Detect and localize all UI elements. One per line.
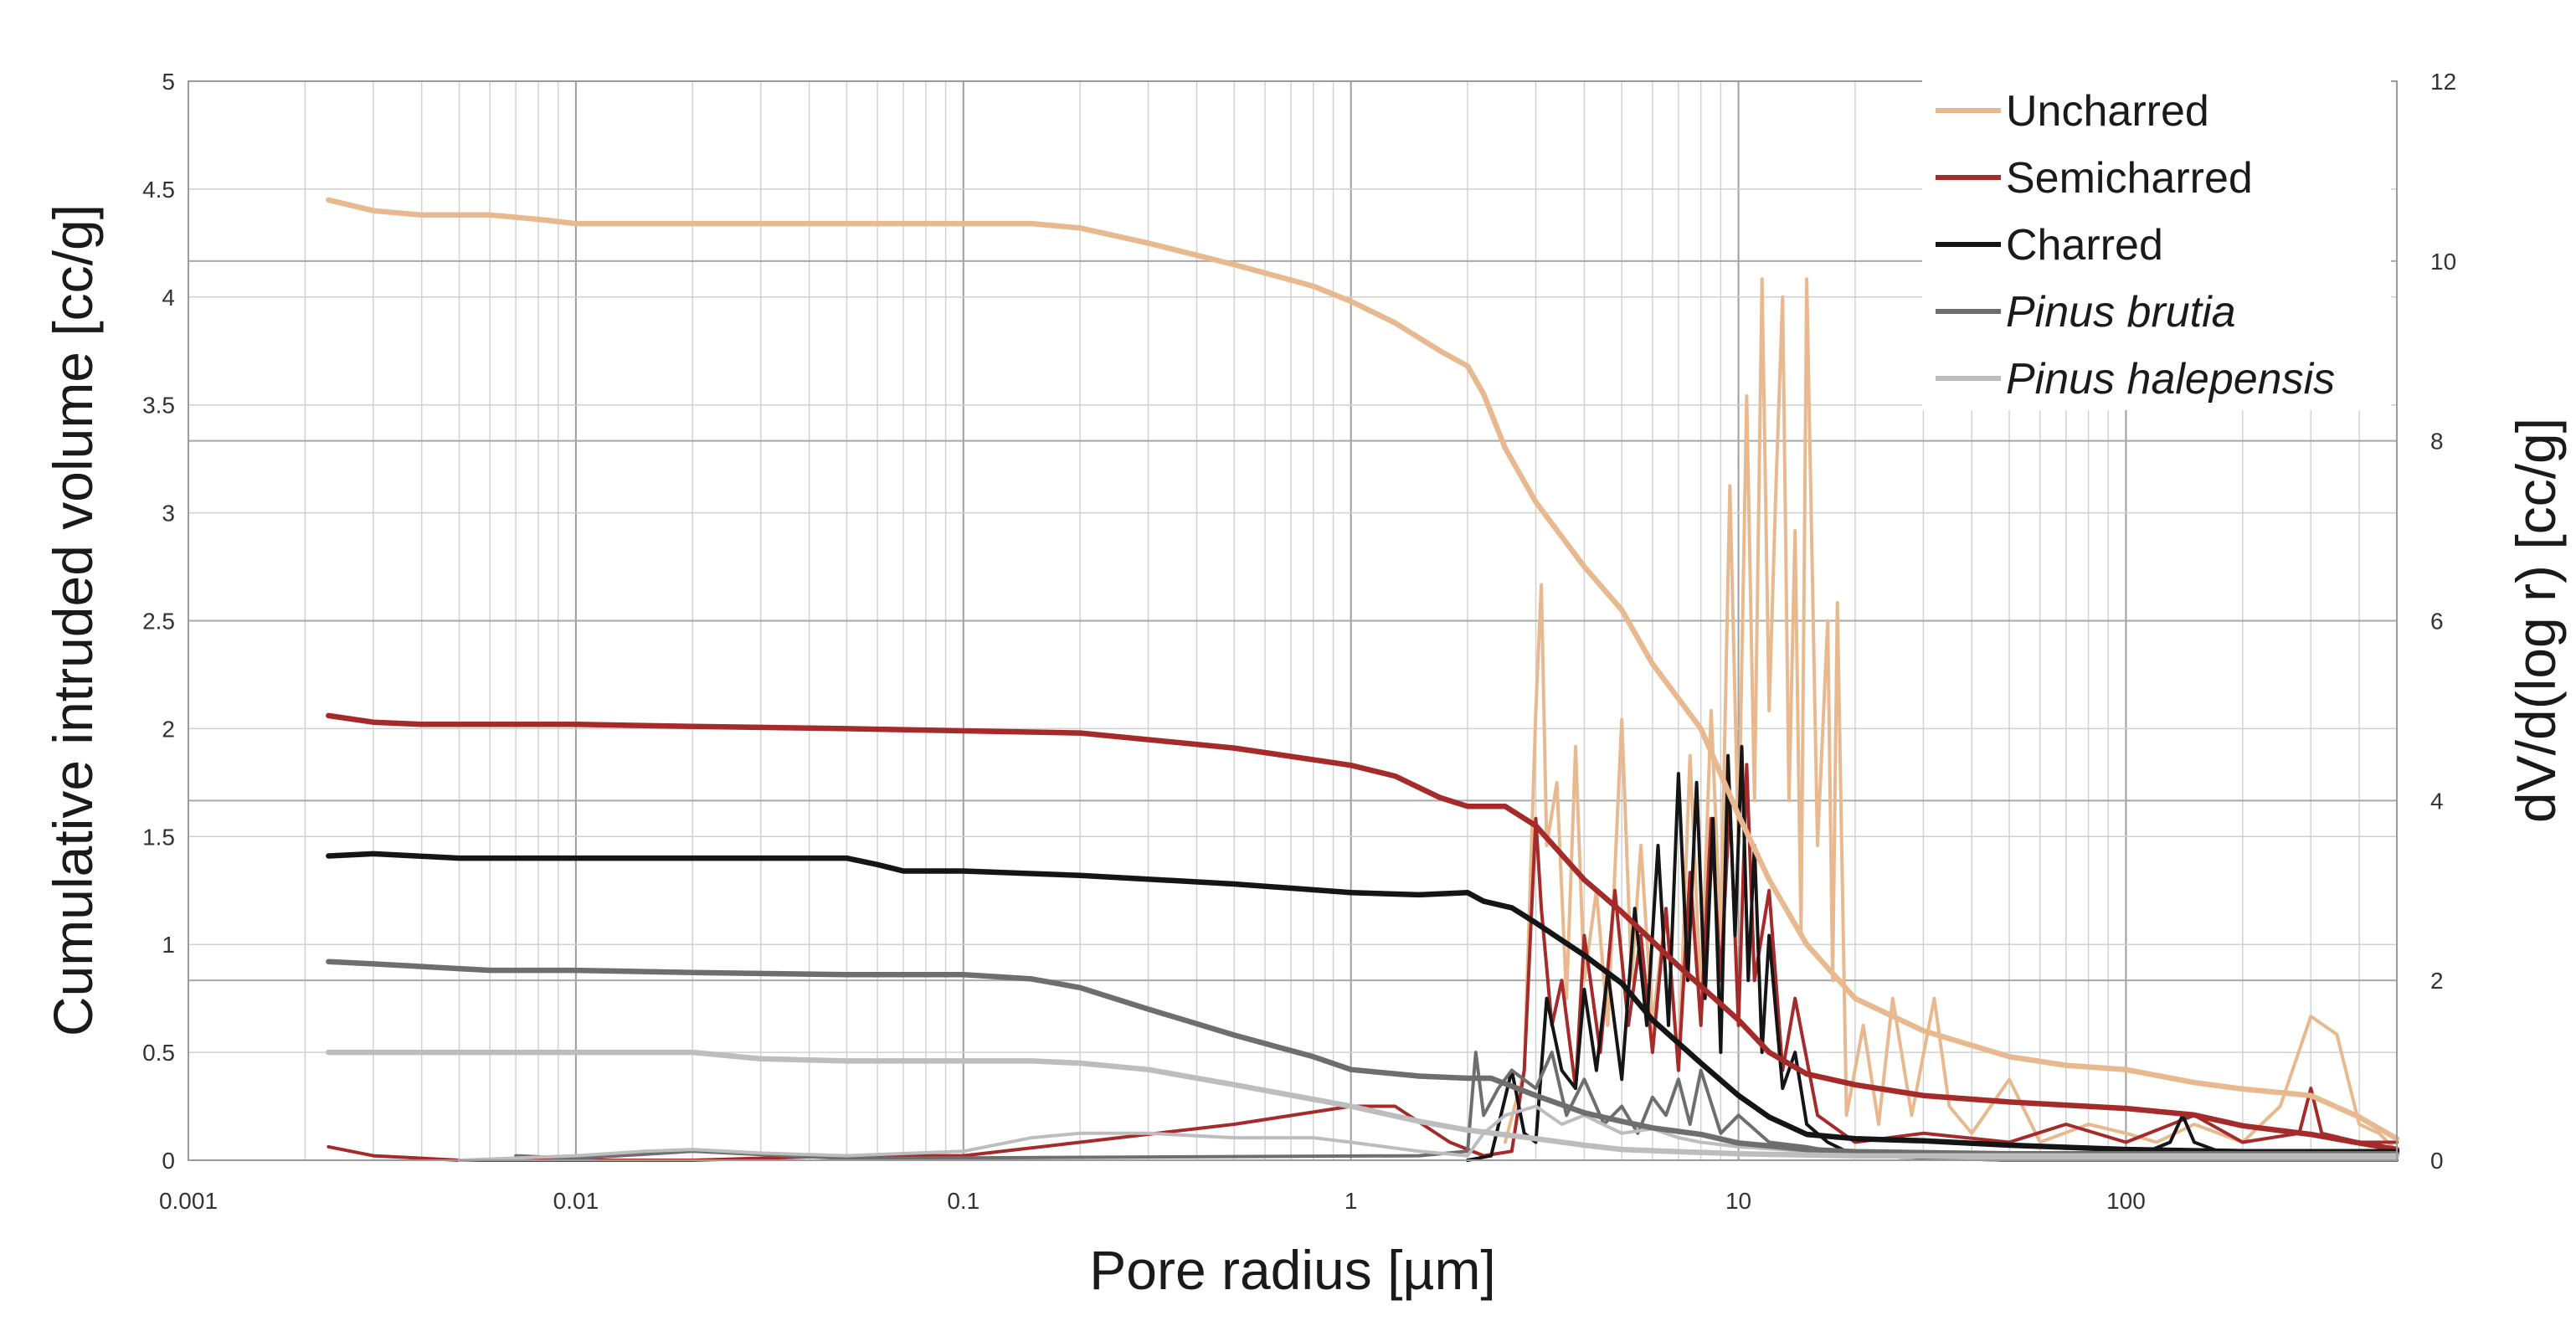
y-left-tick-label: 2.5 <box>142 609 175 635</box>
y-right-tick-label: 0 <box>2430 1148 2444 1174</box>
legend-label-charred: Charred <box>2006 221 2163 270</box>
y-left-tick-label: 4.5 <box>142 177 175 203</box>
y-left-tick-label: 4 <box>162 285 175 311</box>
y-right-tick-label: 12 <box>2430 69 2456 95</box>
x-tick-label: 0.1 <box>947 1188 979 1214</box>
y-right-tick-label: 8 <box>2430 429 2444 455</box>
y-left-tick-label: 3.5 <box>142 393 175 419</box>
differential-line-pinus-halepensis <box>457 1104 2399 1162</box>
differential-line-semicharred <box>326 763 2399 1162</box>
y-left-tick-label: 1 <box>162 932 175 958</box>
y-axis-left-title: Cumulative intruded volume [cc/g] <box>42 204 104 1036</box>
legend-label-pinus-halepensis: Pinus halepensis <box>2006 355 2335 403</box>
legend-label-uncharred: Uncharred <box>2006 87 2209 136</box>
x-axis-title: Pore radius [µm] <box>1089 1239 1496 1301</box>
cumulative-line-pinus-halepensis <box>326 1049 2400 1159</box>
plot-frame <box>188 80 2398 1161</box>
y-left-tick-label: 5 <box>162 69 175 95</box>
tick-labels: 0.001 0.01 0.1 1 10 100 0 0.5 1 1.5 2 2.5 3 3.5 4 4.5 5 0… <box>142 69 2456 1214</box>
y-right-tick-label: 2 <box>2430 968 2444 994</box>
legend-label-pinus-brutia: Pinus brutia <box>2006 288 2236 337</box>
cumulative-series-lines <box>326 197 2400 1159</box>
differential-line-uncharred <box>1503 277 2399 1154</box>
x-tick-label: 100 <box>2106 1188 2146 1214</box>
y-right-tick-label: 6 <box>2430 609 2444 635</box>
x-tick-label: 1 <box>1345 1188 1358 1214</box>
x-tick-label: 0.001 <box>159 1188 218 1214</box>
x-tick-label: 10 <box>1725 1188 1751 1214</box>
y-left-tick-label: 0 <box>162 1148 175 1174</box>
cumulative-line-semicharred <box>326 712 2400 1153</box>
legend-label-semicharred: Semicharred <box>2006 154 2253 203</box>
y-left-tick-label: 3 <box>162 501 175 527</box>
x-tick-label: 0.01 <box>553 1188 599 1214</box>
y-right-tick-label: 4 <box>2430 788 2444 814</box>
y-right-tick-label: 10 <box>2430 249 2456 275</box>
cumulative-line-charred <box>326 851 2400 1154</box>
y-left-tick-label: 2 <box>162 716 175 742</box>
y-axis-right-title: dV/d(log r) [cc/g] <box>2505 418 2567 823</box>
cumulative-line-uncharred <box>326 197 2400 1142</box>
cumulative-line-pinus-brutia <box>326 959 2400 1157</box>
y-left-tick-label: 1.5 <box>142 824 175 850</box>
y-left-tick-label: 0.5 <box>142 1040 175 1066</box>
legend: Uncharred Semicharred Charred Pinus brutia P… <box>1922 77 2391 410</box>
differential-series-lines <box>326 277 2399 1162</box>
